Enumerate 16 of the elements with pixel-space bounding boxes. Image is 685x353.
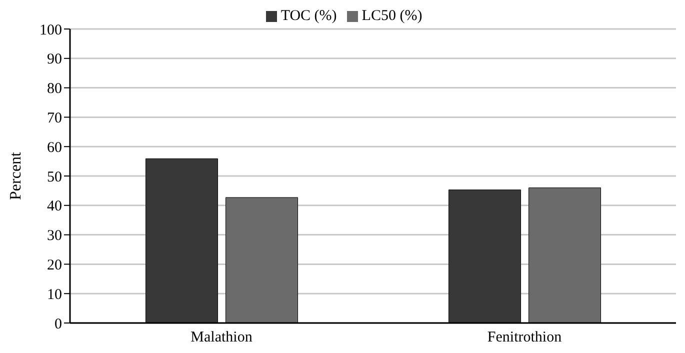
y-axis-title: Percent	[8, 151, 25, 200]
y-tick-label: 50	[47, 169, 62, 186]
y-tick-label: 10	[47, 286, 62, 303]
y-tick-label: 20	[47, 258, 62, 274]
y-tick-label: 0	[54, 316, 62, 332]
y-tick-label: 40	[47, 198, 62, 215]
y-tick-label: 60	[47, 140, 62, 156]
y-tick-label: 70	[47, 110, 62, 127]
legend-label: TOC (%)	[280, 8, 337, 24]
legend-label: LC50 (%)	[362, 8, 422, 24]
x-tick-label: Fenitrothion	[487, 330, 562, 346]
y-tick-label: 80	[47, 81, 62, 98]
y-tick-label: 30	[47, 228, 62, 244]
x-tick-label: Malathion	[190, 330, 253, 346]
y-tick-label: 90	[47, 52, 62, 68]
y-tick-label: 100	[40, 22, 62, 38]
